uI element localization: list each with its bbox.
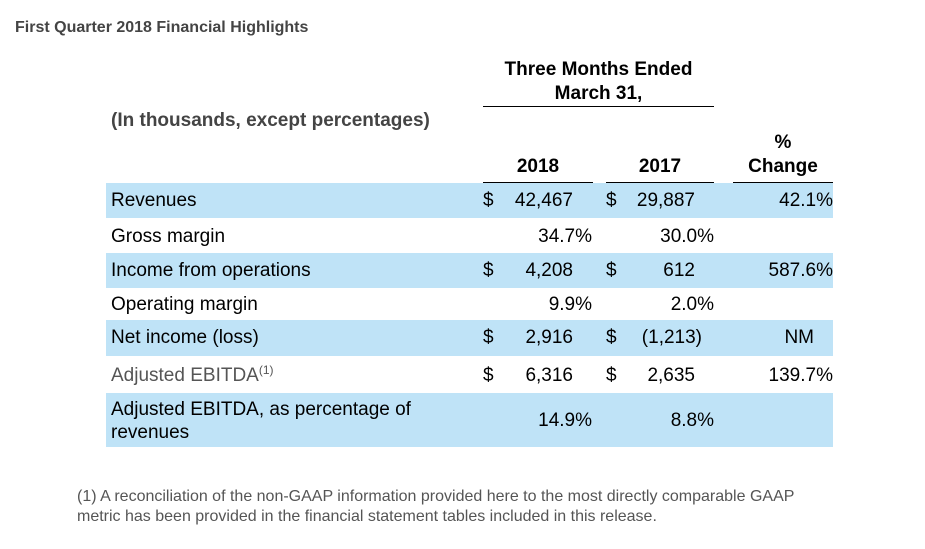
value-change: NM [784, 327, 814, 348]
column-header-change-symbol: % [774, 132, 792, 153]
column-header-change-label: Change [748, 156, 818, 177]
row-label: Net income (loss) [111, 327, 259, 348]
row-label: Adjusted EBITDA(1) [111, 363, 274, 387]
period-header-line-2: March 31, [554, 83, 643, 104]
row-label: Gross margin [111, 226, 226, 247]
table-subtitle: (In thousands, except percentages) [111, 110, 430, 131]
period-header-rule [483, 106, 714, 107]
row-label: Adjusted EBITDA, as percentage of revenu… [111, 398, 411, 444]
value-change: 42.1% [779, 190, 833, 211]
table-row-operating-margin: Operating margin 9.9% 2.0% [106, 288, 833, 320]
row-label-line-1: Adjusted EBITDA, as percentage of [111, 399, 411, 420]
period-header-line-1: Three Months Ended [504, 59, 693, 80]
value-2018: 9.9% [548, 294, 592, 315]
currency-symbol-2018: $ [483, 365, 494, 386]
value-2017: 30.0% [660, 226, 714, 247]
period-header: Three Months Ended March 31, [483, 58, 714, 106]
table-row-adjusted-ebitda-margin: Adjusted EBITDA, as percentage of revenu… [106, 393, 833, 447]
footnote: (1) A reconciliation of the non-GAAP inf… [77, 487, 907, 527]
column-rule-2017 [606, 182, 714, 183]
value-2017: 2,635 [647, 365, 695, 386]
currency-symbol-2018: $ [483, 327, 494, 348]
value-2018: 6,316 [525, 365, 573, 386]
value-2017: 8.8% [670, 410, 714, 431]
table-row-net-income: Net income (loss) $ 2,916 $ (1,213) NM [106, 320, 833, 356]
currency-symbol-2017: $ [606, 365, 617, 386]
footnote-line-1: (1) A reconciliation of the non-GAAP inf… [77, 488, 795, 505]
value-2018: 2,916 [525, 327, 573, 348]
value-change: 587.6% [768, 260, 833, 281]
row-label-line-2: revenues [111, 422, 190, 443]
currency-symbol-2018: $ [483, 260, 494, 281]
currency-symbol-2018: $ [483, 190, 494, 211]
row-label: Revenues [111, 190, 197, 211]
currency-symbol-2017: $ [606, 190, 617, 211]
footnote-line-2: metric has been provided in the financia… [77, 508, 657, 525]
row-label-text: Adjusted EBITDA [111, 365, 259, 386]
value-2018: 34.7% [538, 226, 592, 247]
value-2017: 29,887 [636, 190, 695, 211]
table-row-adjusted-ebitda: Adjusted EBITDA(1) $ 6,316 $ 2,635 139.7… [106, 356, 833, 393]
column-header-change: % Change [733, 131, 833, 179]
value-2017: 2.0% [670, 294, 714, 315]
column-header-2017: 2017 [638, 156, 682, 177]
row-label: Income from operations [111, 260, 311, 281]
row-label: Operating margin [111, 294, 258, 315]
value-2018: 4,208 [525, 260, 573, 281]
table-row-gross-margin: Gross margin 34.7% 30.0% [106, 218, 833, 253]
table-row-income-from-operations: Income from operations $ 4,208 $ 612 587… [106, 253, 833, 288]
footnote-marker: (1) [258, 363, 274, 377]
table-row-revenues: Revenues $ 42,467 $ 29,887 42.1% [106, 183, 833, 218]
value-2018: 42,467 [514, 190, 573, 211]
value-2018: 14.9% [538, 410, 592, 431]
column-rule-change [733, 182, 833, 183]
column-header-2018: 2018 [516, 156, 560, 177]
currency-symbol-2017: $ [606, 327, 617, 348]
currency-symbol-2017: $ [606, 260, 617, 281]
value-change: 139.7% [768, 365, 833, 386]
column-rule-2018 [483, 182, 593, 183]
page-title: First Quarter 2018 Financial Highlights [15, 19, 309, 36]
value-2017: 612 [663, 260, 695, 281]
value-2017: (1,213) [641, 327, 702, 348]
